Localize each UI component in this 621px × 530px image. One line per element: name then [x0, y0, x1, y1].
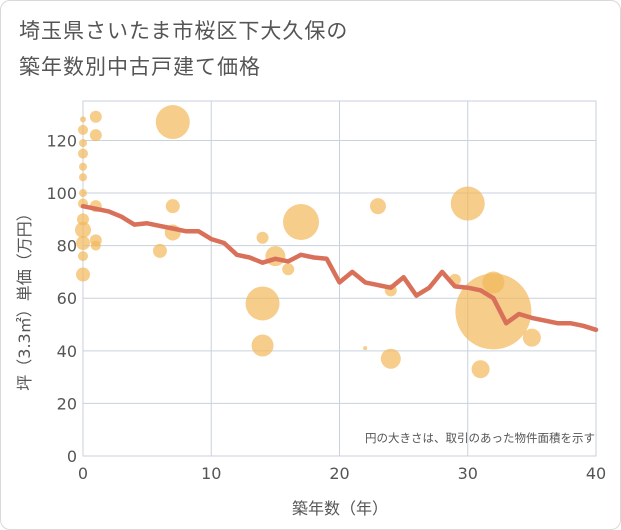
x-tick-label: 40	[586, 464, 606, 483]
y-axis-label: 坪（3.3㎡）単価（万円）	[15, 205, 34, 390]
bubble	[90, 240, 101, 251]
bubble	[363, 346, 368, 351]
x-tick-label: 20	[329, 464, 349, 483]
bubble	[283, 203, 320, 240]
y-tick-label: 120	[46, 131, 77, 150]
bubble	[89, 110, 102, 123]
bubble	[522, 328, 541, 347]
bubble	[155, 105, 190, 140]
size-annotation: 円の大きさは、取引のあった物件面積を示す	[365, 431, 595, 445]
bubble	[282, 263, 295, 276]
bubble	[245, 286, 280, 321]
x-tick-label: 30	[458, 464, 478, 483]
bubble	[152, 243, 167, 258]
bubble	[75, 221, 91, 238]
y-tick-label: 20	[57, 394, 77, 413]
x-axis-label: 築年数（年）	[292, 499, 388, 518]
trend-line-layer	[80, 203, 599, 333]
bubble	[78, 148, 88, 159]
bubble	[165, 199, 180, 214]
bubble	[79, 139, 87, 148]
bubble	[78, 251, 88, 262]
x-tick-label: 10	[201, 464, 221, 483]
bubble	[80, 116, 86, 123]
y-tick-labels: 0 20 40 60 80 100 120	[46, 131, 77, 466]
bubble	[76, 236, 90, 250]
bubble	[89, 129, 102, 142]
average-price-line	[80, 203, 599, 333]
y-tick-label: 100	[46, 184, 77, 203]
bubble	[380, 348, 401, 369]
bubble	[450, 186, 485, 221]
y-tick-label: 60	[57, 289, 77, 308]
grid-lines	[82, 100, 597, 457]
bubble	[76, 267, 90, 282]
chart-title-line-2: 築年数別中古戸建て価格	[19, 55, 261, 79]
bubble	[256, 231, 269, 244]
y-tick-label: 80	[57, 237, 77, 256]
y-tick-label: 40	[57, 342, 77, 361]
x-tick-label: 0	[78, 464, 88, 483]
bubble	[79, 162, 87, 171]
y-tick-label: 0	[67, 447, 77, 466]
bubble	[79, 173, 87, 182]
bubble	[79, 189, 87, 198]
chart-title-line-1: 埼玉県さいたま市桜区下大久保の	[19, 19, 349, 43]
bubble	[78, 124, 88, 135]
bubble	[455, 273, 532, 350]
bubble	[369, 198, 386, 215]
bubble	[471, 360, 490, 379]
bubble-layer	[75, 105, 541, 379]
x-tick-labels: 0 10 20 30 40	[78, 464, 606, 483]
bubble	[77, 213, 89, 226]
bubble	[482, 271, 505, 294]
bubble	[251, 334, 274, 357]
